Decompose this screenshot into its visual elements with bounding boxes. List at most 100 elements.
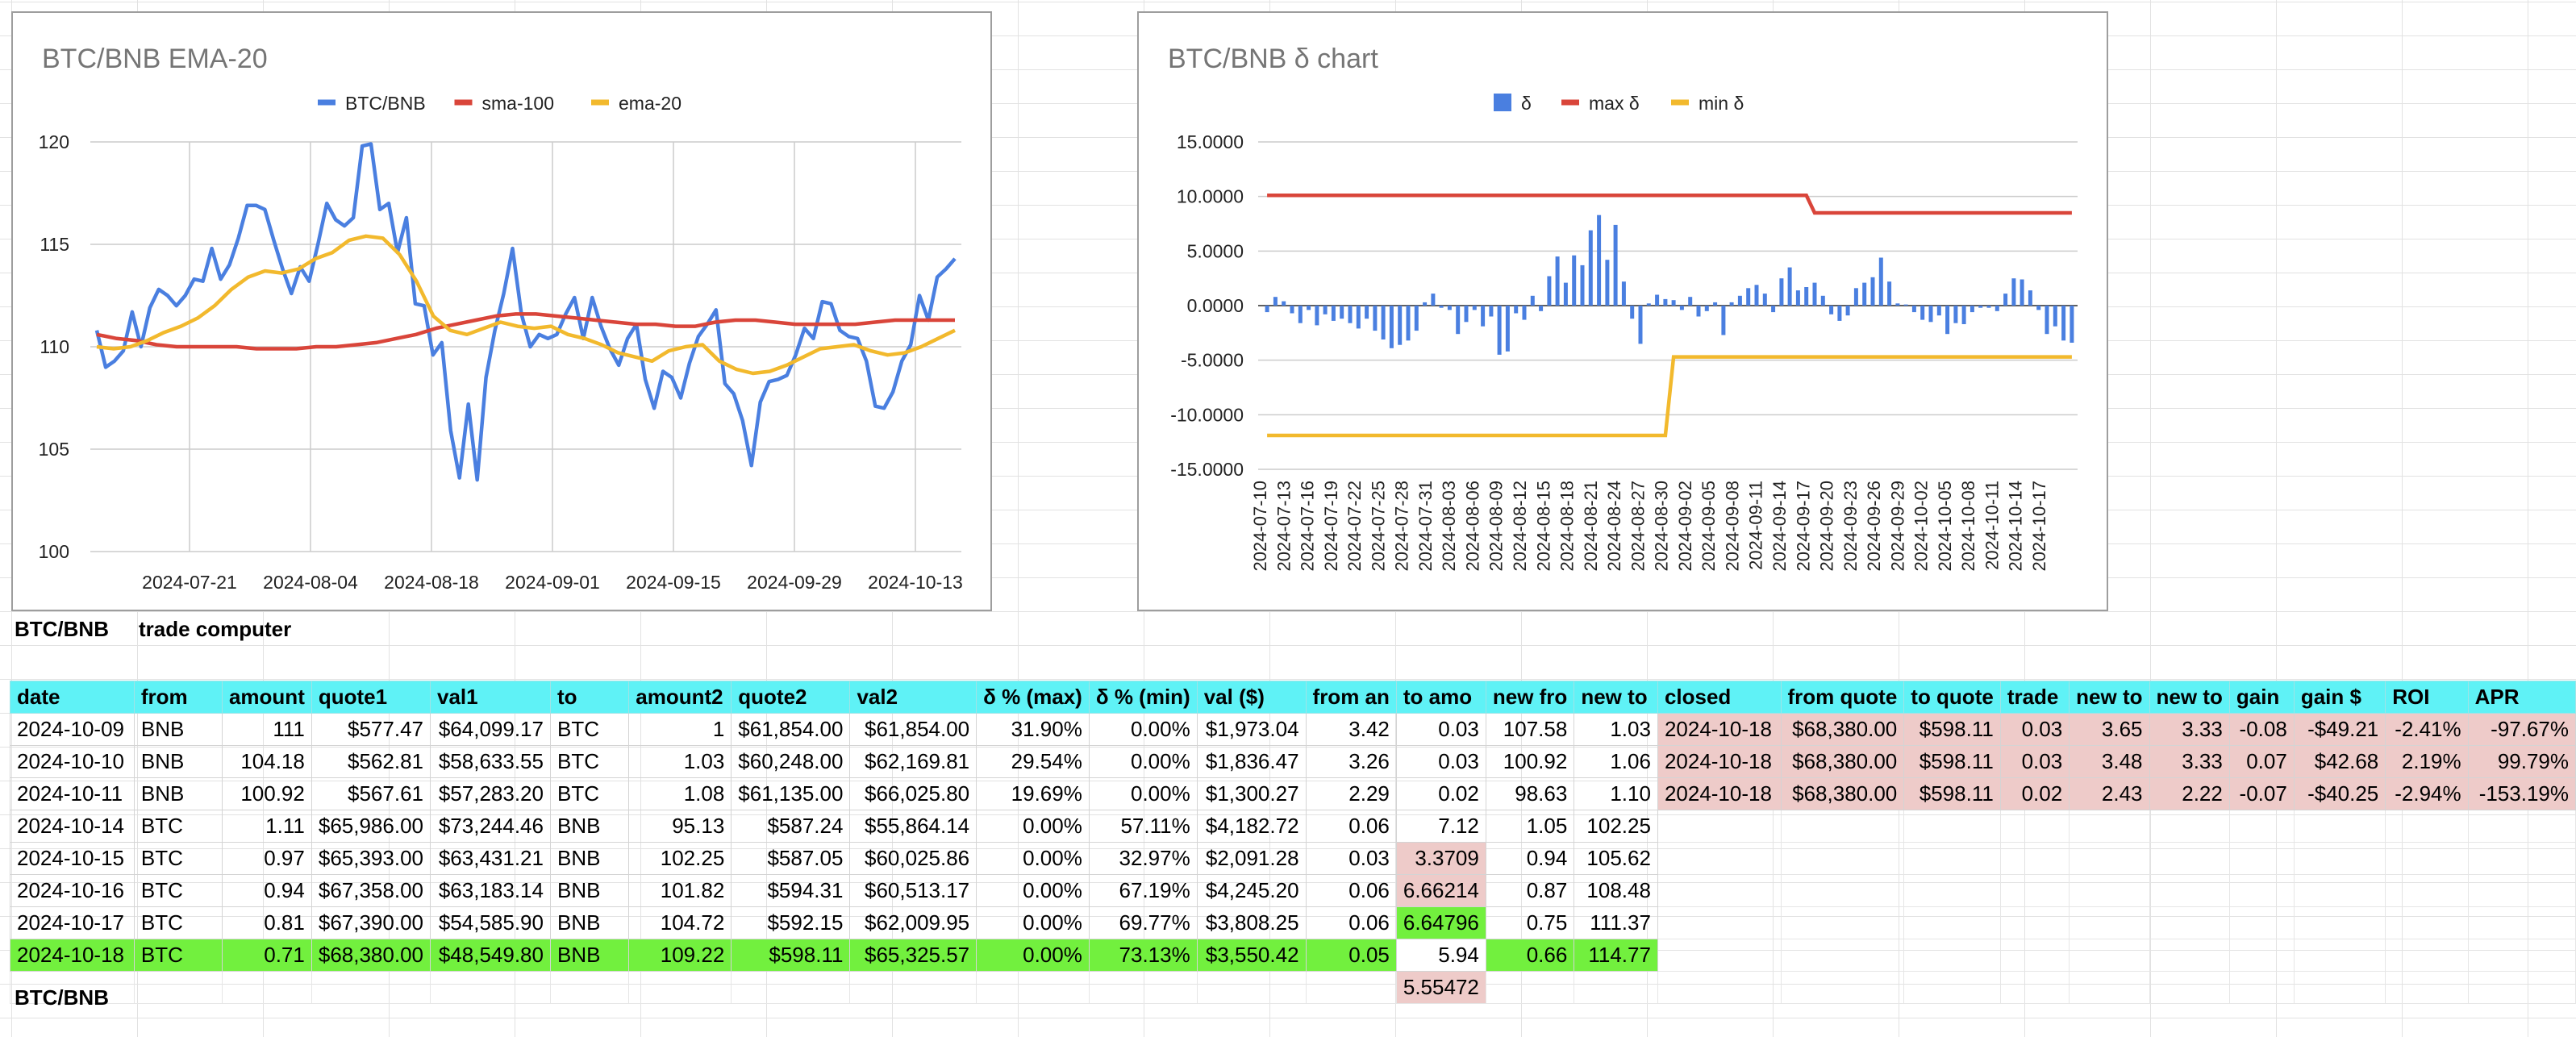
table-cell[interactable]: 0.00% bbox=[976, 842, 1090, 875]
table-cell[interactable]: 0.00% bbox=[1088, 745, 1198, 778]
table-cell[interactable]: 0.06 bbox=[1305, 874, 1397, 907]
table-cell[interactable]: BNB bbox=[549, 939, 630, 972]
table-cell[interactable]: 1.03 bbox=[628, 745, 732, 778]
table-cell[interactable]: 0.87 bbox=[1485, 874, 1575, 907]
table-cell[interactable]: 0.94 bbox=[1485, 842, 1575, 875]
header-cell[interactable]: date bbox=[10, 681, 135, 714]
table-cell[interactable]: BTC bbox=[133, 939, 223, 972]
table-cell[interactable]: 111 bbox=[221, 713, 312, 746]
table-cell[interactable]: $73,244.46 bbox=[430, 810, 551, 843]
table-cell[interactable] bbox=[549, 971, 630, 1004]
table-cell[interactable]: 0.03 bbox=[1999, 745, 2070, 778]
table-cell[interactable]: $68,380.00 bbox=[1780, 777, 1905, 810]
table-cell[interactable] bbox=[1903, 810, 2001, 843]
table-cell[interactable]: 0.02 bbox=[1395, 777, 1486, 810]
header-cell[interactable]: from bbox=[133, 681, 223, 714]
table-cell[interactable]: 0.06 bbox=[1305, 810, 1397, 843]
table-cell[interactable] bbox=[1903, 971, 2001, 1004]
table-cell[interactable] bbox=[2385, 971, 2469, 1004]
table-cell[interactable]: $66,025.80 bbox=[849, 777, 977, 810]
header-cell[interactable]: new to bbox=[2069, 681, 2150, 714]
table-cell[interactable]: -2.41% bbox=[2385, 713, 2469, 746]
table-cell[interactable]: 73.13% bbox=[1088, 939, 1198, 972]
header-cell[interactable]: quote2 bbox=[731, 681, 851, 714]
table-cell[interactable]: 101.82 bbox=[628, 874, 732, 907]
table-cell[interactable] bbox=[1999, 971, 2070, 1004]
table-cell[interactable] bbox=[2385, 939, 2469, 972]
table-cell[interactable]: 3.48 bbox=[2069, 745, 2150, 778]
table-cell[interactable]: 1.08 bbox=[628, 777, 732, 810]
header-cell[interactable]: closed bbox=[1657, 681, 1782, 714]
table-cell[interactable]: 1.03 bbox=[1574, 713, 1658, 746]
table-cell[interactable] bbox=[2293, 842, 2386, 875]
table-cell[interactable] bbox=[2467, 906, 2576, 939]
table-cell[interactable]: -0.08 bbox=[2228, 713, 2295, 746]
table-cell[interactable]: $48,549.80 bbox=[430, 939, 551, 972]
table-cell[interactable] bbox=[2228, 874, 2295, 907]
table-cell[interactable]: 3.3709 bbox=[1395, 842, 1486, 875]
table-cell[interactable]: BTC bbox=[549, 745, 630, 778]
table-cell[interactable]: 29.54% bbox=[976, 745, 1090, 778]
table-cell[interactable]: 7.12 bbox=[1395, 810, 1486, 843]
table-cell[interactable]: BTC bbox=[549, 713, 630, 746]
table-cell[interactable]: 95.13 bbox=[628, 810, 732, 843]
header-cell[interactable]: new to bbox=[1574, 681, 1658, 714]
table-cell[interactable]: $562.81 bbox=[311, 745, 431, 778]
table-cell[interactable]: $68,380.00 bbox=[311, 939, 431, 972]
table-cell[interactable]: 0.03 bbox=[1999, 713, 2070, 746]
table-cell[interactable]: BTC bbox=[549, 777, 630, 810]
table-cell[interactable]: 0.07 bbox=[2228, 745, 2295, 778]
table-cell[interactable]: $4,182.72 bbox=[1196, 810, 1307, 843]
table-cell[interactable]: -$49.21 bbox=[2293, 713, 2386, 746]
table-cell[interactable]: $4,245.20 bbox=[1196, 874, 1307, 907]
table-cell[interactable] bbox=[2228, 842, 2295, 875]
table-cell[interactable]: 57.11% bbox=[1088, 810, 1198, 843]
table-cell[interactable]: 114.77 bbox=[1574, 939, 1658, 972]
table-cell[interactable] bbox=[1657, 810, 1782, 843]
table-cell[interactable]: 100.92 bbox=[221, 777, 312, 810]
table-cell[interactable] bbox=[1657, 874, 1782, 907]
table-cell[interactable] bbox=[1903, 874, 2001, 907]
table-cell[interactable]: $58,633.55 bbox=[430, 745, 551, 778]
table-cell[interactable]: 3.33 bbox=[2149, 745, 2230, 778]
table-cell[interactable] bbox=[2385, 810, 2469, 843]
table-cell[interactable]: 102.25 bbox=[628, 842, 732, 875]
table-cell[interactable]: 2024-10-17 bbox=[10, 906, 135, 939]
table-cell[interactable]: $63,431.21 bbox=[430, 842, 551, 875]
table-cell[interactable] bbox=[2228, 810, 2295, 843]
table-cell[interactable] bbox=[1780, 874, 1905, 907]
table-cell[interactable] bbox=[849, 971, 977, 1004]
header-cell[interactable]: new to bbox=[2149, 681, 2230, 714]
table-cell[interactable]: 1.05 bbox=[1485, 810, 1575, 843]
table-cell[interactable]: 2024-10-09 bbox=[10, 713, 135, 746]
table-cell[interactable]: $587.24 bbox=[731, 810, 851, 843]
table-cell[interactable]: 31.90% bbox=[976, 713, 1090, 746]
table-cell[interactable]: 0.97 bbox=[221, 842, 312, 875]
table-cell[interactable] bbox=[2069, 874, 2150, 907]
table-cell[interactable]: $68,380.00 bbox=[1780, 713, 1905, 746]
table-cell[interactable]: 2024-10-16 bbox=[10, 874, 135, 907]
table-cell[interactable] bbox=[2385, 842, 2469, 875]
table-cell[interactable]: BTC bbox=[133, 874, 223, 907]
table-cell[interactable]: BNB bbox=[549, 906, 630, 939]
table-cell[interactable] bbox=[2467, 810, 2576, 843]
table-cell[interactable]: BNB bbox=[549, 874, 630, 907]
table-cell[interactable]: 3.33 bbox=[2149, 713, 2230, 746]
table-cell[interactable]: 0.00% bbox=[976, 906, 1090, 939]
table-cell[interactable]: 3.65 bbox=[2069, 713, 2150, 746]
table-cell[interactable] bbox=[1780, 971, 1905, 1004]
table-cell[interactable] bbox=[2293, 810, 2386, 843]
header-cell[interactable]: trade bbox=[1999, 681, 2070, 714]
table-cell[interactable] bbox=[1574, 971, 1658, 1004]
table-cell[interactable]: $61,135.00 bbox=[731, 777, 851, 810]
table-cell[interactable] bbox=[1657, 971, 1782, 1004]
table-cell[interactable] bbox=[1999, 939, 2070, 972]
table-cell[interactable]: $67,358.00 bbox=[311, 874, 431, 907]
table-cell[interactable]: 105.62 bbox=[1574, 842, 1658, 875]
table-cell[interactable]: $592.15 bbox=[731, 906, 851, 939]
delta-chart[interactable]: BTC/BNB δ chart δ max δ min δ 15.0000 10.0000… bbox=[1137, 11, 2108, 611]
table-cell[interactable] bbox=[2467, 939, 2576, 972]
table-cell[interactable] bbox=[2149, 842, 2230, 875]
table-cell[interactable] bbox=[1999, 874, 2070, 907]
table-cell[interactable]: 2024-10-10 bbox=[10, 745, 135, 778]
